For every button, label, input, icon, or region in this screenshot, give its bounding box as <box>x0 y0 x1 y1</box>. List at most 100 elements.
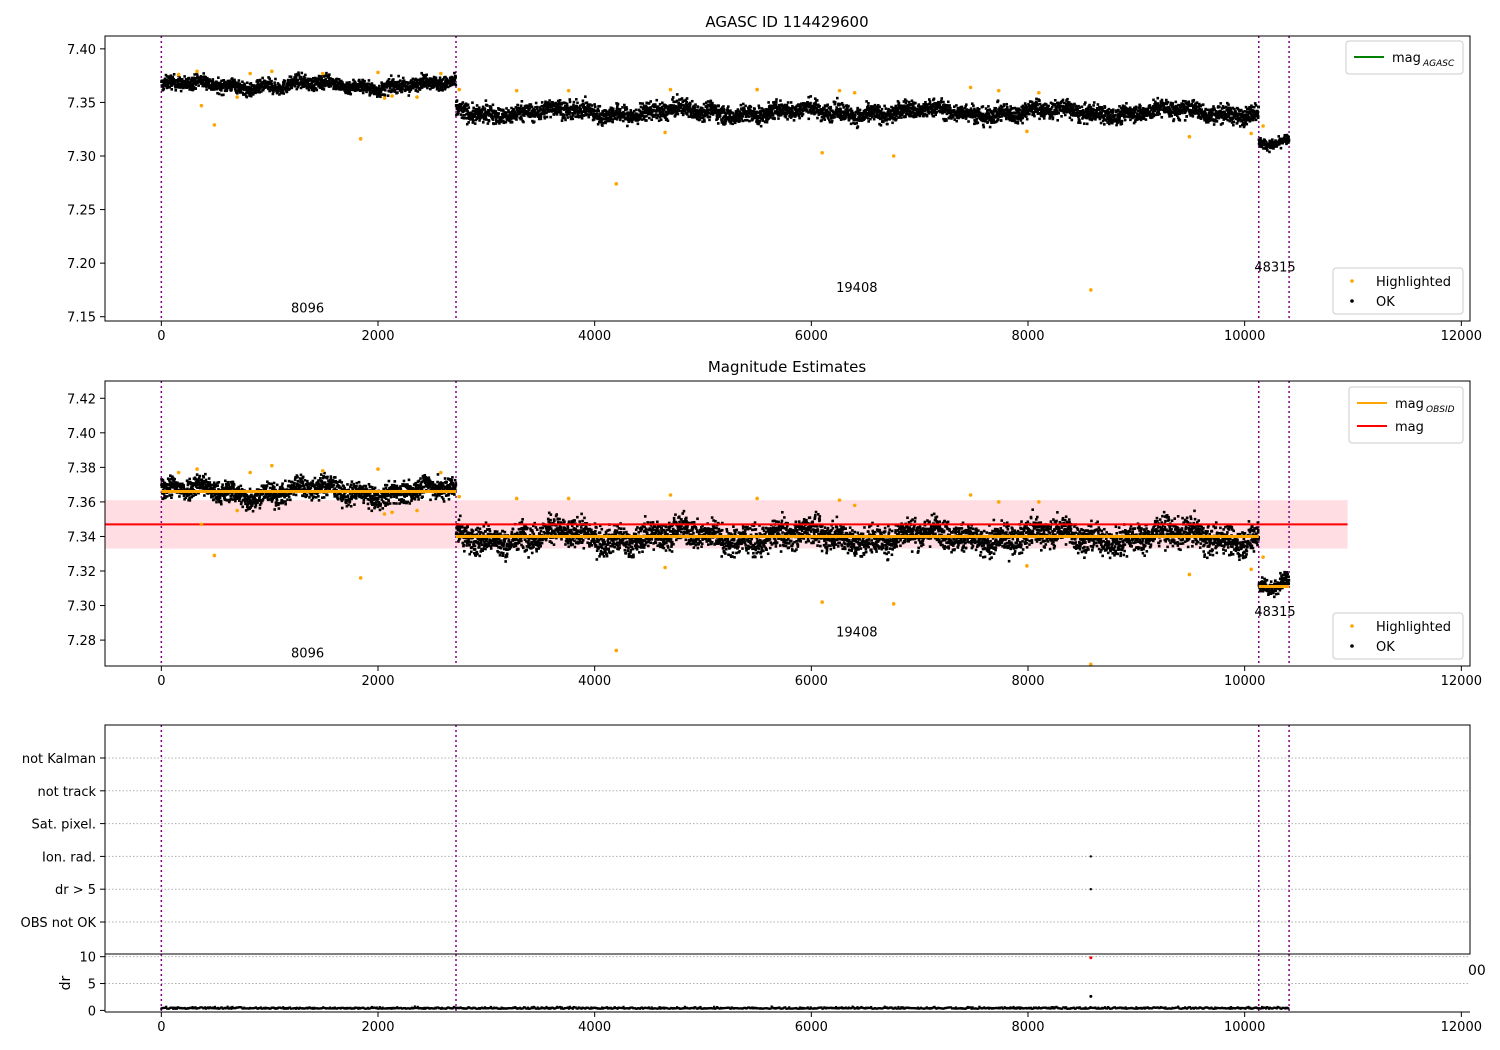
ok-point <box>1010 117 1014 121</box>
ok-point <box>590 104 594 107</box>
ok-point <box>756 114 760 118</box>
ok-point <box>282 82 286 86</box>
ok-point <box>949 106 952 110</box>
ok-point <box>814 101 817 105</box>
ok-point <box>1015 110 1019 114</box>
ok-point <box>1090 117 1094 121</box>
ok-point <box>936 105 940 109</box>
ok-point <box>357 78 361 82</box>
ok-point <box>709 112 713 116</box>
ok-point <box>393 84 396 88</box>
ok-point <box>323 75 326 78</box>
ok-point <box>660 105 664 109</box>
ok-point <box>1014 120 1018 124</box>
ok-point <box>653 115 656 118</box>
ok-point <box>1060 100 1064 103</box>
ok-point <box>281 81 285 84</box>
ok-point <box>931 103 935 106</box>
ok-point <box>610 106 613 110</box>
ok-point <box>1049 101 1053 105</box>
ok-point <box>210 88 213 91</box>
ok-point <box>518 116 522 120</box>
ok-point <box>1060 115 1063 118</box>
ok-point <box>534 106 537 109</box>
ok-point <box>743 107 746 111</box>
ok-point <box>840 101 844 105</box>
ok-point <box>586 103 590 106</box>
ok-point <box>324 83 328 87</box>
ok-point <box>708 118 711 122</box>
ok-point <box>998 106 1001 110</box>
ok-point <box>971 112 974 115</box>
ok-point <box>389 74 393 77</box>
ok-point <box>665 117 669 121</box>
ok-point <box>851 111 855 115</box>
ok-point <box>289 83 292 87</box>
ok-point <box>1120 119 1124 123</box>
ok-point <box>948 104 951 107</box>
ok-point <box>928 98 931 101</box>
ok-point <box>935 111 938 114</box>
ok-point <box>709 106 713 110</box>
ok-point <box>865 108 869 112</box>
ok-point <box>375 92 379 96</box>
ok-point <box>557 110 561 114</box>
ok-point <box>638 109 642 113</box>
ok-point <box>294 73 297 76</box>
ok-point <box>984 107 988 110</box>
ok-point <box>1031 110 1035 114</box>
ok-point <box>759 113 762 117</box>
ok-point <box>848 108 851 112</box>
ok-point <box>1133 111 1137 114</box>
ok-point <box>981 105 985 108</box>
ok-point <box>204 75 208 79</box>
ok-point <box>1036 110 1040 114</box>
ok-point <box>522 112 526 116</box>
ok-point <box>453 71 456 75</box>
ok-point <box>409 88 413 92</box>
ok-point <box>596 115 599 118</box>
ok-point <box>548 103 552 106</box>
ok-point <box>895 117 898 121</box>
ok-point <box>776 106 780 110</box>
ok-point <box>748 106 751 109</box>
ok-point <box>1118 118 1121 121</box>
ok-point <box>1111 121 1114 125</box>
ok-point <box>552 113 556 116</box>
ok-point <box>1009 113 1013 117</box>
ok-point <box>659 118 663 121</box>
ok-point <box>1038 99 1041 102</box>
ok-point <box>454 83 458 87</box>
ok-point <box>877 115 881 119</box>
ok-point <box>872 112 875 116</box>
ok-point <box>703 118 706 122</box>
ok-point <box>206 85 210 88</box>
ok-point <box>988 108 992 111</box>
ok-point <box>316 83 320 86</box>
ok-point <box>899 104 902 107</box>
ok-point <box>242 93 245 96</box>
ok-point <box>563 116 566 120</box>
ok-point <box>924 100 927 104</box>
ok-point <box>1094 118 1097 121</box>
ok-point <box>982 119 986 123</box>
ok-point <box>1096 112 1100 115</box>
ok-point <box>1119 114 1123 117</box>
ok-point <box>996 117 1000 121</box>
ok-point <box>208 78 211 81</box>
ok-point <box>235 81 239 85</box>
ok-point <box>169 74 173 78</box>
ok-point <box>465 117 469 120</box>
ok-point <box>880 107 884 111</box>
ok-point <box>1082 111 1086 115</box>
ok-point <box>458 108 461 111</box>
ok-point <box>900 116 903 119</box>
ok-point <box>771 104 774 108</box>
ok-point <box>719 109 723 112</box>
ok-point <box>974 114 977 118</box>
ok-point <box>1051 117 1055 121</box>
ok-point <box>885 115 888 119</box>
ok-point <box>472 106 475 110</box>
ok-point <box>558 99 562 102</box>
ok-point <box>708 108 712 112</box>
